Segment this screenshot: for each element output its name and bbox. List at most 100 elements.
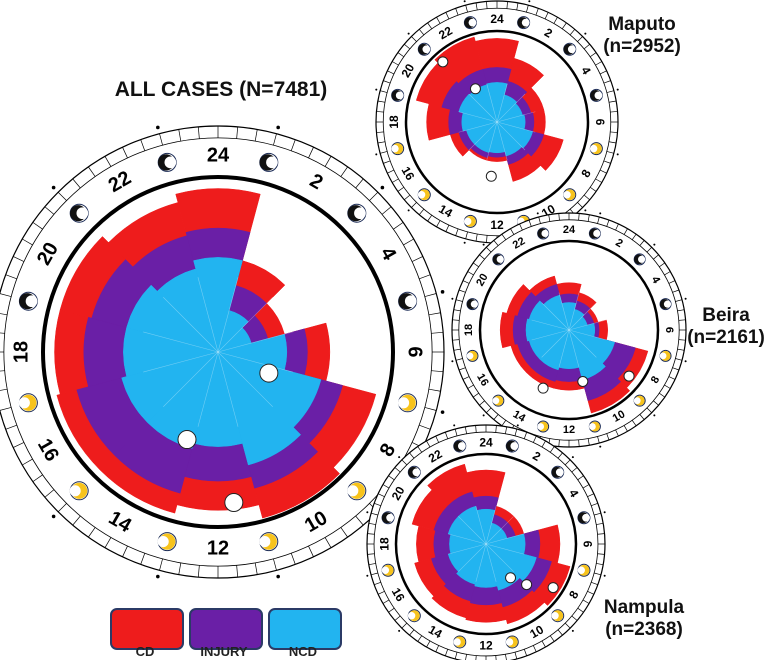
radial-guide bbox=[217, 297, 273, 353]
hour-tick bbox=[0, 332, 5, 334]
hour-tick bbox=[140, 139, 146, 151]
hour-tick bbox=[380, 151, 388, 154]
band-dot bbox=[584, 209, 587, 212]
hour-tick bbox=[236, 126, 239, 139]
radial-guide bbox=[458, 121, 498, 133]
wedge-ncd-16 bbox=[447, 543, 487, 573]
hour-tick bbox=[664, 384, 671, 389]
moon-icon-16-shadow bbox=[381, 566, 390, 574]
hour-tick bbox=[596, 522, 604, 525]
hour-tick bbox=[397, 52, 405, 58]
hour-tick bbox=[664, 271, 671, 276]
hour-tick bbox=[639, 240, 645, 246]
moon-icon-10-shadow bbox=[505, 638, 514, 646]
hour-tick bbox=[13, 442, 25, 448]
hour-label-18: 18 bbox=[378, 537, 392, 551]
wedge-ncd-2 bbox=[568, 308, 585, 331]
hour-tick bbox=[583, 43, 590, 50]
radial-guide bbox=[217, 277, 239, 353]
band-dot bbox=[366, 574, 369, 577]
hour-tick bbox=[435, 436, 440, 443]
band-dot bbox=[616, 88, 619, 91]
radial-guide bbox=[568, 319, 607, 331]
moon-icon-20-lit bbox=[412, 468, 421, 477]
hour-tick bbox=[597, 216, 600, 224]
band-dot bbox=[398, 456, 401, 459]
radial-guide bbox=[485, 533, 524, 545]
hour-tick bbox=[394, 467, 401, 473]
moon-icon-12-shadow bbox=[157, 536, 169, 548]
wedge-ncd-10 bbox=[217, 351, 302, 466]
hour-label-10: 10 bbox=[527, 622, 546, 641]
hour-label-16: 16 bbox=[389, 585, 408, 604]
radial-guide bbox=[468, 93, 498, 123]
hour-tick bbox=[541, 640, 546, 648]
wedge-ncd-2 bbox=[217, 310, 249, 353]
wedge-ncd-2 bbox=[496, 94, 518, 123]
hour-label-22: 22 bbox=[426, 447, 445, 466]
hour-label-18: 18 bbox=[11, 341, 33, 363]
hour-tick bbox=[428, 312, 441, 316]
band-dot bbox=[603, 574, 606, 577]
moon-icon-24-lit bbox=[266, 156, 278, 169]
hour-tick bbox=[596, 563, 604, 566]
hour-tick bbox=[465, 231, 468, 239]
hour-tick bbox=[418, 208, 425, 215]
hour-tick bbox=[44, 206, 55, 215]
band-dot bbox=[463, 241, 466, 244]
peak-marker-3 bbox=[505, 572, 517, 584]
hour-label-24: 24 bbox=[207, 145, 230, 167]
hour-tick bbox=[675, 358, 683, 361]
hour-tick bbox=[623, 425, 628, 432]
band-dot bbox=[463, 0, 466, 3]
hour-tick bbox=[308, 545, 314, 557]
moon-icon-4-lit bbox=[404, 295, 417, 308]
hour-tick bbox=[382, 484, 390, 489]
hour-tick bbox=[88, 166, 96, 177]
wedge-ncd-24 bbox=[193, 257, 243, 353]
hour-tick bbox=[411, 36, 417, 42]
hour-tick bbox=[394, 615, 401, 621]
hour-tick bbox=[591, 502, 598, 507]
band-dot bbox=[451, 297, 454, 300]
hour-tick bbox=[104, 156, 112, 167]
wedge-ncd-14 bbox=[456, 543, 487, 585]
hour-tick bbox=[455, 228, 459, 236]
hour-label-8: 8 bbox=[649, 374, 662, 385]
hour-tick bbox=[427, 22, 433, 30]
hour-tick bbox=[475, 655, 477, 660]
radial-guide bbox=[496, 121, 526, 151]
hour-tick bbox=[454, 428, 458, 436]
hour-tick bbox=[577, 607, 584, 613]
hour-tick bbox=[445, 12, 450, 20]
band-dot bbox=[440, 410, 445, 414]
hour-tick bbox=[535, 8, 539, 16]
hour-tick bbox=[677, 348, 685, 351]
peak-marker-2 bbox=[521, 579, 533, 591]
chart-title-beira: Beira (n=2161) bbox=[687, 305, 765, 349]
band-dot bbox=[375, 153, 378, 156]
hour-tick bbox=[444, 649, 449, 656]
moon-icon-2-lit bbox=[555, 468, 564, 477]
hour-tick bbox=[479, 254, 485, 260]
hour-tick bbox=[558, 213, 560, 221]
peak-marker-3 bbox=[485, 170, 497, 182]
hour-tick bbox=[597, 436, 600, 444]
hour-tick bbox=[606, 151, 614, 154]
hour-tick bbox=[392, 61, 399, 66]
hour-tick bbox=[72, 178, 81, 189]
hour-tick bbox=[472, 392, 479, 398]
hour-tick bbox=[455, 358, 463, 361]
hour-tick bbox=[88, 527, 96, 538]
moon-icon-20-lit bbox=[422, 45, 431, 54]
hour-tick bbox=[122, 147, 128, 159]
hour-tick bbox=[564, 459, 571, 466]
hour-label-12: 12 bbox=[479, 638, 493, 652]
hour-tick bbox=[564, 622, 571, 629]
hour-tick bbox=[409, 452, 415, 459]
hour-tick bbox=[57, 503, 67, 513]
hour-tick bbox=[0, 407, 12, 411]
hour-tick bbox=[587, 438, 590, 446]
hour-tick bbox=[532, 645, 537, 652]
